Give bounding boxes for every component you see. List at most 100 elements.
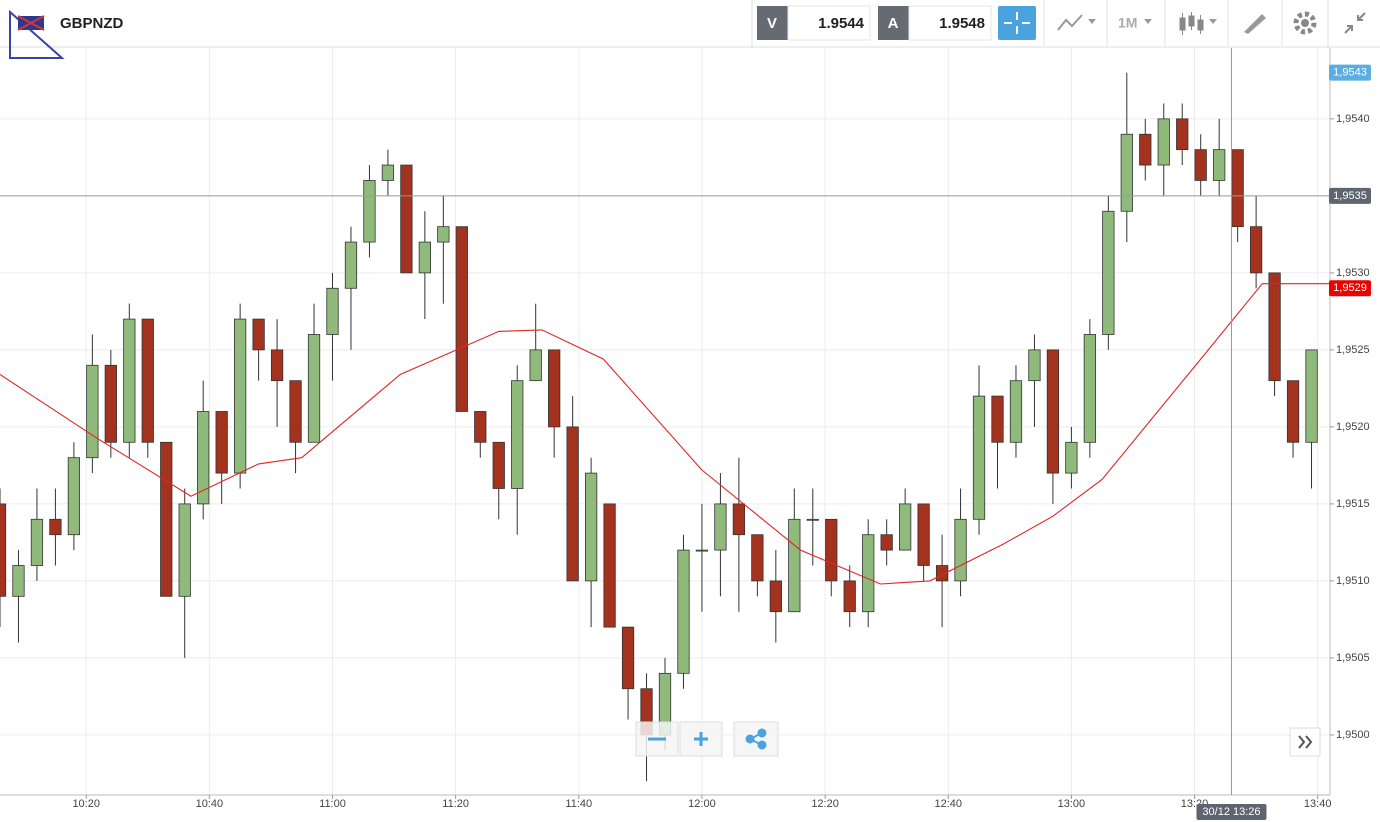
x-tick-label: 11:20 [442, 798, 469, 810]
candle-body [400, 164, 413, 274]
bid-price[interactable]: 1.9544 [818, 15, 865, 32]
collapse-button[interactable] [1344, 12, 1366, 34]
price-badge [1329, 64, 1371, 81]
flag-icon [17, 15, 45, 31]
settings-button[interactable] [1293, 11, 1317, 35]
crosshair-button[interactable] [998, 6, 1036, 40]
candle-body [1249, 226, 1263, 274]
symbol: GBPNZD [60, 15, 124, 32]
candle-body [972, 395, 986, 520]
ask-label[interactable]: A [888, 15, 899, 32]
plot-area [0, 72, 1330, 782]
zoom-controls [635, 721, 779, 757]
candle-body [935, 565, 949, 582]
dropdown-arrow [1088, 19, 1096, 24]
candle-body [806, 518, 819, 521]
candle-body [1028, 349, 1041, 382]
bid-box[interactable] [787, 5, 871, 41]
candle-body [1102, 210, 1115, 335]
moving-average [0, 283, 1330, 585]
candle-body [1231, 149, 1244, 228]
x-tick-label: 12:20 [811, 798, 839, 810]
candle-body [621, 626, 635, 690]
ask-box[interactable] [908, 5, 992, 41]
candle-body [492, 441, 505, 489]
grid [0, 48, 1330, 795]
crosshair-icon [1004, 12, 1030, 34]
candle-body [584, 472, 598, 582]
candle-body [307, 334, 321, 443]
candle-body [215, 411, 228, 474]
candle-body [270, 349, 284, 382]
candle-body [1139, 133, 1152, 166]
crosshair-price-badge [1329, 187, 1371, 204]
candle-body [437, 226, 450, 243]
candle-body [677, 549, 690, 674]
candle-body [1157, 118, 1170, 166]
y-tick-label: 1,9525 [1336, 344, 1370, 356]
x-tick-label: 13:40 [1304, 798, 1332, 810]
settings-icon [1301, 19, 1309, 27]
x-tick-label: 12:40 [934, 798, 962, 810]
candle-body [880, 534, 893, 551]
candle-body [1065, 441, 1078, 474]
candle-body [1083, 334, 1096, 443]
share-button[interactable] [733, 721, 779, 757]
candle-body [732, 503, 746, 536]
x-tick-label: 11:40 [565, 798, 592, 810]
candle-body [529, 349, 542, 382]
y-tick-label: 1,9530 [1336, 267, 1370, 279]
candle-body [252, 318, 265, 351]
price-badge-label: 1,9543 [1333, 67, 1367, 79]
candle-body [1286, 380, 1300, 443]
candle-body [160, 441, 173, 597]
y-tick-label: 1,9505 [1336, 652, 1370, 664]
candle-body [991, 395, 1004, 443]
candle-body [917, 503, 930, 566]
ask-price[interactable]: 1.9548 [939, 15, 985, 32]
indicator-button[interactable] [1057, 14, 1083, 31]
draw-button[interactable] [1244, 14, 1266, 34]
crosshair-time-badge [1196, 804, 1267, 820]
timeframe-button[interactable]: 1M [1118, 15, 1137, 31]
candle-body [511, 380, 524, 489]
candle-body [104, 364, 117, 443]
x-tick-label: 13:00 [1058, 798, 1086, 810]
x-tick-label: 11:00 [319, 798, 346, 810]
y-tick-label: 1,9520 [1336, 421, 1370, 433]
price-badge-label: 1,9529 [1333, 282, 1367, 294]
x-tick-label: 10:40 [196, 798, 224, 810]
y-tick-label: 1,9510 [1336, 575, 1370, 587]
candle-body [1120, 133, 1133, 212]
candle-body [178, 503, 191, 597]
bid-label[interactable]: V [767, 15, 777, 32]
candle-body [954, 518, 967, 582]
x-tick-label: 10:20 [72, 798, 100, 810]
share-icon [745, 728, 767, 750]
candle-body [123, 318, 136, 443]
candle-body [1009, 380, 1023, 443]
candle-body [418, 241, 431, 274]
candle-body [141, 318, 154, 443]
bid-label-box[interactable] [757, 6, 788, 40]
dropdown-arrow [1144, 19, 1152, 24]
candle-body [843, 580, 856, 613]
candle-body [0, 503, 7, 597]
candle-body [751, 534, 764, 582]
candle-body [899, 503, 912, 551]
chart-type-button[interactable] [1179, 12, 1204, 35]
price-badge [1329, 280, 1371, 297]
y-tick-label: 1,9515 [1336, 498, 1370, 510]
scroll-icon [1298, 735, 1306, 749]
candle-body [769, 580, 782, 613]
candle-body [455, 226, 468, 412]
candle-body [326, 287, 339, 335]
candle-body [12, 565, 25, 597]
candle-body [1305, 349, 1318, 443]
candle-body [289, 380, 302, 443]
candle-body [197, 411, 210, 505]
x-tick-label: 12:00 [688, 798, 716, 810]
scroll-icon [1305, 735, 1313, 749]
ask-label-box[interactable] [878, 6, 909, 40]
